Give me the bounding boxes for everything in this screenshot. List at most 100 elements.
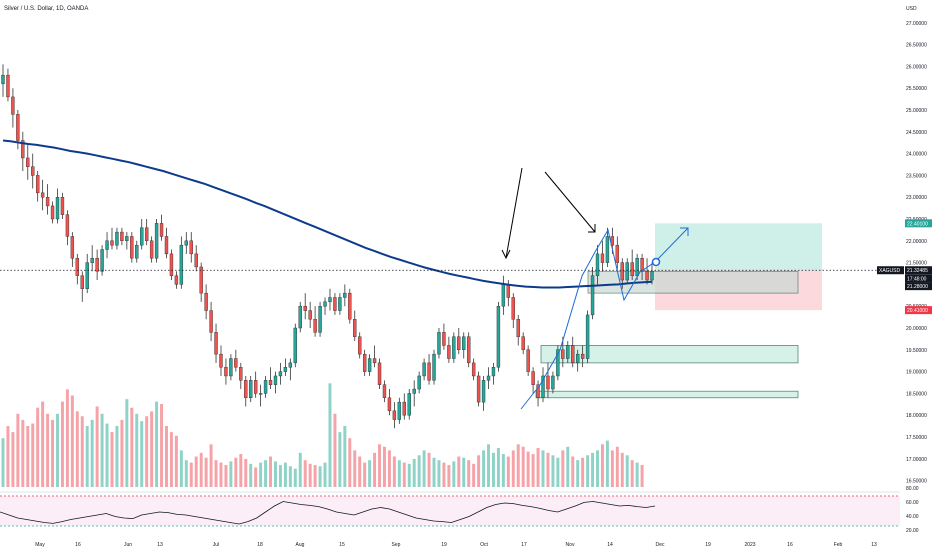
candle-body (496, 306, 501, 368)
volume-bar (368, 460, 372, 487)
candle-body (174, 275, 179, 285)
y-tick-label: 16.50000 (906, 479, 927, 485)
volume-bar (46, 413, 50, 487)
candle-body (600, 253, 605, 263)
target-zone[interactable] (655, 223, 822, 271)
x-tick-label: Jul (213, 542, 219, 548)
candle-body (526, 349, 530, 372)
candle-body (412, 388, 416, 394)
volume-bar (581, 457, 585, 487)
volume-bar (452, 461, 456, 487)
volume-bar (620, 452, 624, 487)
candle-body (372, 358, 377, 364)
volume-bar (586, 455, 590, 487)
projection-arrowhead (680, 227, 689, 236)
candle-body (283, 367, 288, 372)
moving-average-line (2, 139, 653, 289)
volume-bar (16, 413, 20, 487)
volume-bar (239, 454, 243, 487)
candle-body (95, 258, 99, 272)
candle-body (506, 284, 511, 298)
candle-body (417, 375, 421, 390)
volume-bar (308, 463, 312, 487)
volume-bar (224, 465, 228, 487)
volume-bar (293, 468, 297, 487)
volume-bar (21, 419, 25, 487)
candle-body (521, 336, 525, 351)
price-tag (905, 274, 932, 283)
volume-bar (397, 460, 401, 487)
candle-body (585, 314, 590, 359)
volume-bar (422, 450, 426, 487)
volume-bar (427, 452, 431, 487)
candle-body (90, 258, 94, 263)
volume-bar (566, 446, 570, 487)
oscillator-line (0, 501, 656, 525)
x-tick-label: 2023 (744, 542, 755, 548)
volume-bar (155, 401, 159, 487)
projection-path (520, 227, 689, 410)
volume-bar (496, 447, 500, 487)
x-tick-label: 19 (441, 542, 447, 548)
candle-body (303, 306, 307, 311)
candle-body (362, 353, 367, 372)
candle-body (75, 258, 79, 276)
volume-bar (531, 454, 535, 487)
volume-bar (353, 450, 357, 487)
volume-bar (249, 463, 253, 487)
price-tag-label: 21.28000 (907, 284, 928, 290)
demand-zone-upper[interactable] (587, 270, 799, 294)
price-tag-label: 22.40100 (907, 221, 928, 227)
candle-body (432, 353, 436, 381)
volume-bar (605, 440, 609, 487)
candle-body (278, 371, 283, 377)
candle-body (556, 349, 560, 377)
x-tick-label: 17 (521, 542, 527, 548)
candle-body (452, 336, 456, 359)
candle-body (491, 367, 496, 377)
volume-bar (333, 413, 337, 487)
volume-bar (90, 419, 94, 487)
y-tick-label: 25.50000 (906, 86, 927, 92)
osc-tick-label: 20.00 (906, 528, 919, 534)
candle-body (501, 284, 506, 307)
candle-body (85, 262, 89, 289)
candle-body (31, 166, 35, 176)
volume-bar (323, 462, 327, 487)
candle-body (353, 319, 357, 337)
candle-body (367, 358, 372, 372)
volume-bar (591, 452, 595, 487)
candle-body (288, 362, 293, 368)
candle-body (486, 375, 491, 381)
demand-zone-lower[interactable] (535, 390, 799, 399)
volume-bar (130, 407, 134, 487)
volume-bar (26, 426, 30, 487)
volume-bar (204, 457, 208, 487)
x-tick-label: 14 (607, 542, 613, 548)
demand-zone-middle[interactable] (540, 345, 799, 364)
candle-body (125, 236, 129, 242)
volume-bar (214, 460, 218, 487)
candle-body (26, 157, 30, 167)
volume-bar (115, 426, 119, 487)
volume-bar (506, 456, 510, 487)
y-tick-label: 24.50000 (906, 130, 927, 136)
volume-bar (412, 458, 416, 487)
candle-body (576, 353, 580, 364)
entry-marker[interactable] (651, 257, 661, 267)
volume-bar (229, 461, 233, 487)
volume-bar (640, 465, 644, 487)
candle-body (298, 306, 302, 329)
volume-bar (145, 416, 149, 487)
candle-body (194, 253, 198, 268)
candle-body (120, 231, 124, 242)
volume-bar (105, 423, 109, 487)
volume-bar (491, 452, 495, 487)
candle-body (169, 253, 174, 276)
candle-body (536, 384, 540, 398)
candle-body (224, 367, 228, 377)
price-tag-label: 17:48:00 (907, 276, 927, 282)
candle-body (625, 262, 629, 281)
volume-bar (487, 444, 490, 487)
